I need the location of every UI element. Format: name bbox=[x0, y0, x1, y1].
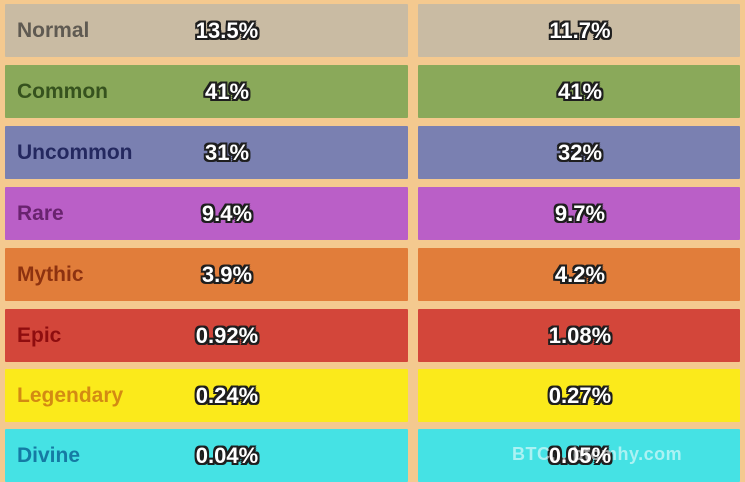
left-percentage: 41% bbox=[204, 79, 250, 104]
rarity-label: Common bbox=[17, 80, 108, 103]
left-percentage: 13.5% bbox=[195, 18, 259, 43]
right-percentage: 4.2% bbox=[554, 262, 606, 287]
table-row: Uncommon 31% 32% bbox=[0, 126, 745, 179]
left-percentage: 0.92% bbox=[195, 323, 259, 348]
table-row: Legendary 0.24% 0.27% bbox=[0, 369, 745, 422]
table-row: Common 41% 41% bbox=[0, 65, 745, 118]
right-percentage: 9.7% bbox=[554, 201, 606, 226]
table-row: Epic 0.92% 1.08% bbox=[0, 309, 745, 362]
watermark: BTC... btcmhy.com bbox=[512, 444, 683, 464]
right-rarity-cell: 11.7% bbox=[418, 4, 740, 57]
rarity-label: Legendary bbox=[17, 384, 124, 407]
left-rarity-cell: Common 41% bbox=[5, 65, 408, 118]
left-rarity-cell: Normal 13.5% bbox=[5, 4, 408, 57]
rarity-label: Mythic bbox=[17, 263, 84, 286]
rarity-label: Rare bbox=[17, 202, 64, 225]
table-row: Normal 13.5% 11.7% bbox=[0, 4, 745, 57]
right-percentage: 0.05% bbox=[548, 443, 612, 468]
table-row: Mythic 3.9% 4.2% bbox=[0, 248, 745, 301]
table-row: Divine 0.04% 0.05% bbox=[0, 429, 745, 482]
left-rarity-cell: Rare 9.4% bbox=[5, 187, 408, 240]
left-rarity-cell: Divine 0.04% bbox=[5, 429, 408, 482]
right-percentage: 41% bbox=[557, 79, 603, 104]
right-rarity-cell: 0.27% bbox=[418, 369, 740, 422]
rarity-label: Normal bbox=[17, 19, 90, 42]
left-rarity-cell: Epic 0.92% bbox=[5, 309, 408, 362]
right-rarity-cell: 32% bbox=[418, 126, 740, 179]
rarity-label: Epic bbox=[17, 324, 62, 347]
left-rarity-cell: Mythic 3.9% bbox=[5, 248, 408, 301]
rarity-label: Uncommon bbox=[17, 141, 133, 164]
left-percentage: 0.24% bbox=[195, 383, 259, 408]
right-rarity-cell: 0.05% bbox=[418, 429, 740, 482]
right-percentage: 11.7% bbox=[549, 18, 611, 43]
right-percentage: 0.27% bbox=[548, 383, 612, 408]
left-percentage: 31% bbox=[204, 140, 250, 165]
right-rarity-cell: 1.08% bbox=[418, 309, 740, 362]
left-rarity-cell: Uncommon 31% bbox=[5, 126, 408, 179]
left-rarity-cell: Legendary 0.24% bbox=[5, 369, 408, 422]
right-percentage: 32% bbox=[557, 140, 603, 165]
right-percentage: 1.08% bbox=[548, 323, 612, 348]
left-percentage: 9.4% bbox=[201, 201, 253, 226]
right-rarity-cell: 41% bbox=[418, 65, 740, 118]
left-percentage: 0.04% bbox=[195, 443, 259, 468]
right-rarity-cell: 4.2% bbox=[418, 248, 740, 301]
left-percentage: 3.9% bbox=[201, 262, 253, 287]
right-rarity-cell: 9.7% bbox=[418, 187, 740, 240]
rarity-label: Divine bbox=[17, 444, 81, 467]
table-row: Rare 9.4% 9.7% bbox=[0, 187, 745, 240]
